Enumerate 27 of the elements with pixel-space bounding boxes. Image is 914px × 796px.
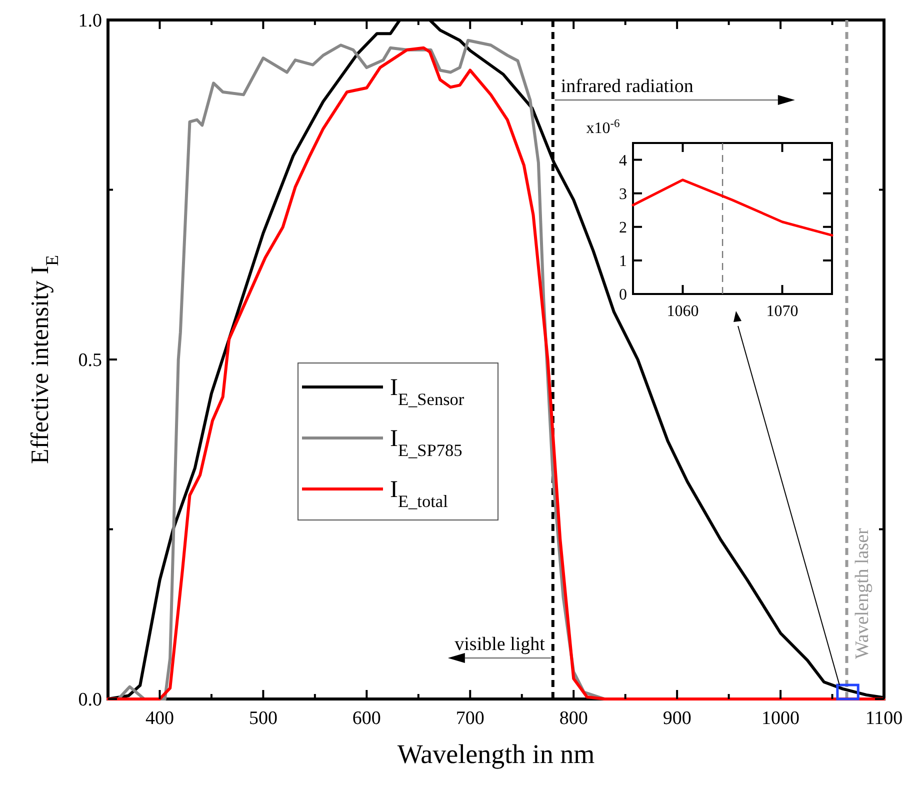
legend-label: I$_{E_total}$ — [390, 477, 448, 510]
x-tick-label: 1060 — [666, 303, 699, 320]
y-axis-title: x10$^{-6}$ — [586, 118, 620, 137]
x-tick-label: 900 — [662, 708, 692, 729]
legend-label: I$_{E_SP785}$ — [390, 426, 462, 460]
x-tick-label: 500 — [248, 708, 278, 729]
x-tick-label: 1070 — [766, 303, 798, 320]
y-tick-label: 2 — [619, 219, 627, 236]
x-tick-label: 800 — [559, 708, 588, 729]
x-tick-label: 1000 — [762, 708, 800, 729]
x-axis-title: Wavelength in nm — [397, 739, 595, 769]
y-tick-label: 0 — [619, 286, 627, 304]
x-tick-label: 700 — [456, 708, 484, 729]
y-tick-label: 1.0 — [78, 10, 102, 32]
line-series — [632, 178, 834, 237]
annotation: infrared radiation — [560, 76, 694, 97]
x-tick-label: 600 — [352, 708, 381, 729]
y-tick-label: 4 — [619, 152, 627, 170]
x-tick-label: 400 — [145, 708, 174, 729]
y-tick-label: 3 — [619, 186, 627, 203]
y-tick-label: 0.5 — [78, 350, 102, 372]
legend-label: I$_{E_Sensor}$ — [390, 375, 464, 408]
ref-line-label: Wavelength laser — [852, 527, 873, 659]
y-tick-label: 1 — [619, 253, 627, 270]
x-tick-label: 1100 — [865, 708, 903, 729]
annotation: visible light — [454, 634, 546, 655]
y-tick-label: 0.0 — [78, 690, 102, 711]
